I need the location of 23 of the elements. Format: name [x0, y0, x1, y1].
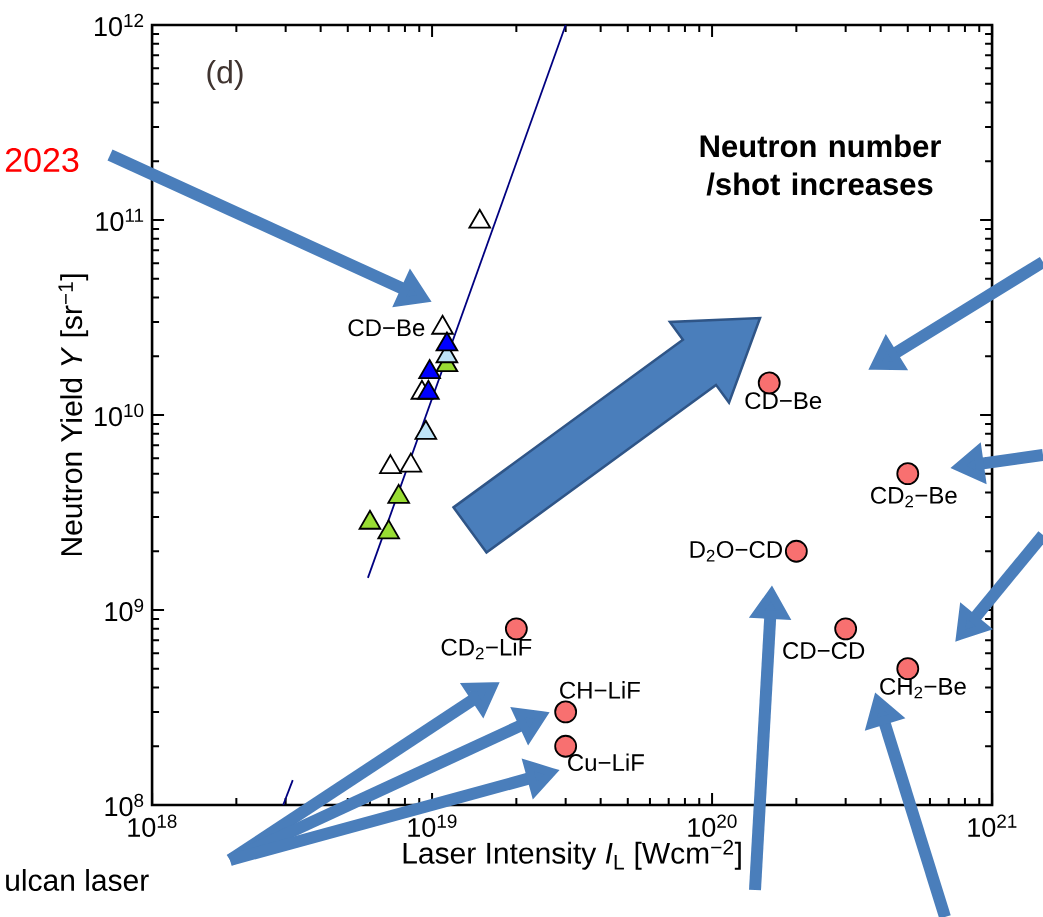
y-tick-label: 10$^{9}$: [105, 598, 144, 622]
x-axis-title: Laser Intensity I$_{L}$ [Wcm$^{−2}$]: [403, 839, 741, 870]
annotation: Neutron number /shot increases: [700, 134, 941, 196]
text: 2023: [5, 147, 79, 173]
y-tick-label: 10$^{10}$: [95, 403, 144, 427]
y-tick-label: 10$^{11}$: [96, 208, 144, 232]
annotation: CD−Be: [745, 392, 822, 410]
annotation: CH−LiF: [560, 681, 640, 699]
x-tick-label: 10$^{19}$: [408, 814, 457, 837]
annotation: D$_{2}$O−CD: [690, 541, 782, 562]
annotation: CD−Be: [348, 319, 425, 337]
y-tick-label: 10$^{8}$: [105, 793, 144, 817]
annotation: CD$_{2}$−LiF: [441, 638, 532, 660]
y-tick-label: 10$^{12}$: [95, 13, 144, 37]
annotation: CH$_{2}$−Be: [880, 677, 966, 699]
annotation: CD−CD: [783, 642, 865, 660]
annotation: (d): [207, 60, 243, 90]
text: ulcan laser: [6, 868, 149, 892]
annotation: Cu−LiF: [568, 753, 644, 772]
x-tick-label: 10$^{20}$: [688, 814, 737, 837]
y-axis-title: Neutron Yield Y [sr$^{−1}$]: [58, 274, 89, 556]
annotation: CD$_{2}$−Be: [871, 486, 957, 508]
x-tick-label: 10$^{21}$: [968, 814, 1017, 837]
